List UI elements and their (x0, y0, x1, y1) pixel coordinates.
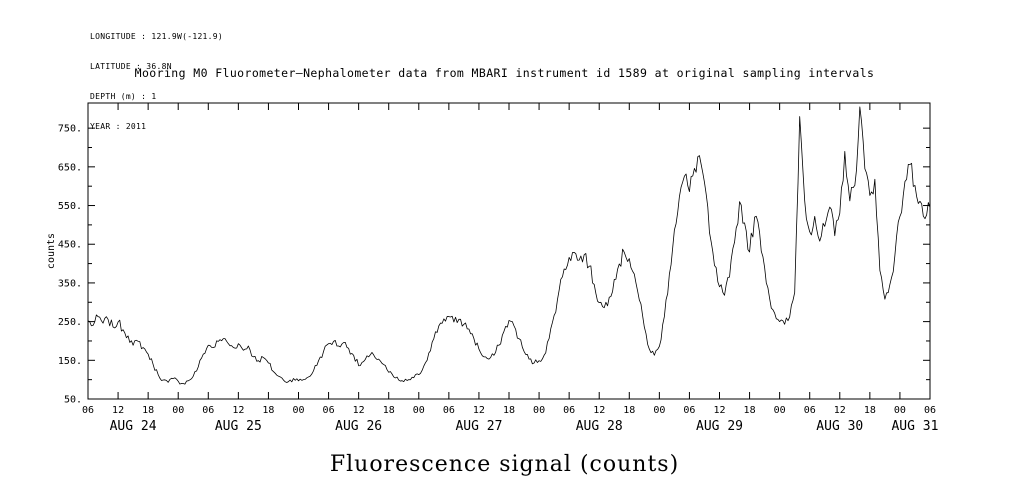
x-tick-label: 00 (774, 405, 786, 416)
y-tick-label: 450. (58, 240, 82, 251)
day-label: AUG 25 (215, 419, 262, 434)
x-tick-label: 06 (804, 405, 816, 416)
metadata-block: LONGITUDE : 121.9W(-121.9) LATITUDE : 36… (90, 12, 223, 152)
plot-box (87, 102, 931, 400)
meta-latitude: LATITUDE : 36.8N (90, 62, 172, 71)
x-tick-label: 06 (683, 405, 695, 416)
x-tick-label: 12 (713, 405, 725, 416)
x-tick-label: 06 (924, 405, 936, 416)
x-tick-label: 12 (232, 405, 244, 416)
x-tick-label: 12 (112, 405, 124, 416)
meta-year: YEAR : 2011 (90, 122, 147, 131)
x-tick-label: 06 (563, 405, 575, 416)
chart-title: Mooring M0 Fluorometer–Nephalometer data… (134, 66, 875, 80)
x-tick-label: 18 (744, 405, 756, 416)
x-tick-label: 00 (292, 405, 304, 416)
y-tick-label: 150. (58, 356, 82, 367)
y-tick-label: 250. (58, 317, 82, 328)
x-tick-label: 00 (172, 405, 184, 416)
x-tick-label: 18 (142, 405, 154, 416)
x-tick-label: 12 (473, 405, 485, 416)
y-tick-label: 350. (58, 278, 82, 289)
y-tick-label: 650. (58, 162, 82, 173)
x-axis-caption: Fluorescence signal (counts) (329, 452, 680, 477)
x-tick-label: 06 (202, 405, 214, 416)
x-tick-label: 06 (82, 405, 94, 416)
day-label: AUG 26 (335, 419, 382, 434)
x-tick-label: 00 (894, 405, 906, 416)
day-label: AUG 31 (891, 419, 938, 434)
x-tick-label: 18 (262, 405, 274, 416)
x-tick-label: 18 (383, 405, 395, 416)
x-tick-label: 18 (864, 405, 876, 416)
x-tick-label: 12 (834, 405, 846, 416)
meta-longitude: LONGITUDE : 121.9W(-121.9) (90, 32, 224, 41)
x-tick-label: 12 (593, 405, 605, 416)
x-tick-label: 18 (623, 405, 635, 416)
x-tick-label: 12 (353, 405, 365, 416)
x-tick-label: 06 (443, 405, 455, 416)
data-line (87, 106, 931, 385)
day-label: AUG 30 (816, 419, 863, 434)
day-label: AUG 28 (576, 419, 623, 434)
meta-depth: DEPTH (m) : 1 (90, 92, 157, 101)
y-tick-label: 550. (58, 201, 82, 212)
day-label: AUG 27 (455, 419, 502, 434)
x-tick-label: 00 (653, 405, 665, 416)
x-tick-label: 18 (503, 405, 515, 416)
x-tick-label: 00 (413, 405, 425, 416)
y-tick-label: 50. (64, 395, 82, 406)
x-tick-label: 00 (533, 405, 545, 416)
y-tick-label: 750. (58, 124, 82, 135)
x-tick-label: 06 (323, 405, 335, 416)
day-label: AUG 24 (110, 419, 157, 434)
day-label: AUG 29 (696, 419, 743, 434)
